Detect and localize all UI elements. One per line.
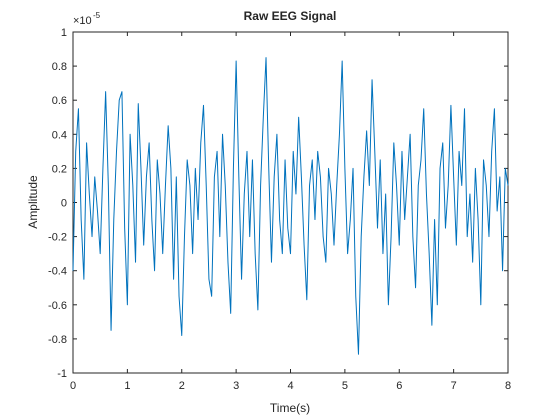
x-tick-label: 3 xyxy=(233,380,239,392)
y-tick-label: -0.8 xyxy=(48,334,67,346)
y-tick-label: 0.2 xyxy=(52,163,67,175)
x-tick-label: 8 xyxy=(505,380,511,392)
chart-title: Raw EEG Signal xyxy=(244,9,337,23)
x-tick-label: 7 xyxy=(451,380,457,392)
y-axis-label: Amplitude xyxy=(26,175,40,229)
y-tick-label: -0.4 xyxy=(48,266,67,278)
y-tick-label: 1 xyxy=(61,27,67,39)
signal-line xyxy=(72,57,509,355)
x-tick-label: 6 xyxy=(396,380,402,392)
x-tick-label: 4 xyxy=(287,380,293,392)
y-tick-label: 0 xyxy=(61,198,67,210)
y-tick-label: 0.4 xyxy=(52,129,67,141)
y-tick-label: 0.6 xyxy=(52,95,67,107)
y-tick-label: -0.6 xyxy=(48,300,67,312)
y-tick-label: 0.8 xyxy=(52,61,67,73)
y-tick-label: -1 xyxy=(57,368,67,380)
x-axis-label: Time(s) xyxy=(270,401,310,415)
y-multiplier: ×10 xyxy=(73,15,92,27)
x-tick-label: 2 xyxy=(179,380,185,392)
x-tick-label: 0 xyxy=(70,380,76,392)
x-tick-label: 1 xyxy=(124,380,130,392)
x-tick-label: 5 xyxy=(342,380,348,392)
y-tick-label: -0.2 xyxy=(48,232,67,244)
y-multiplier-exponent: -5 xyxy=(93,11,101,20)
plot-box xyxy=(72,31,509,374)
